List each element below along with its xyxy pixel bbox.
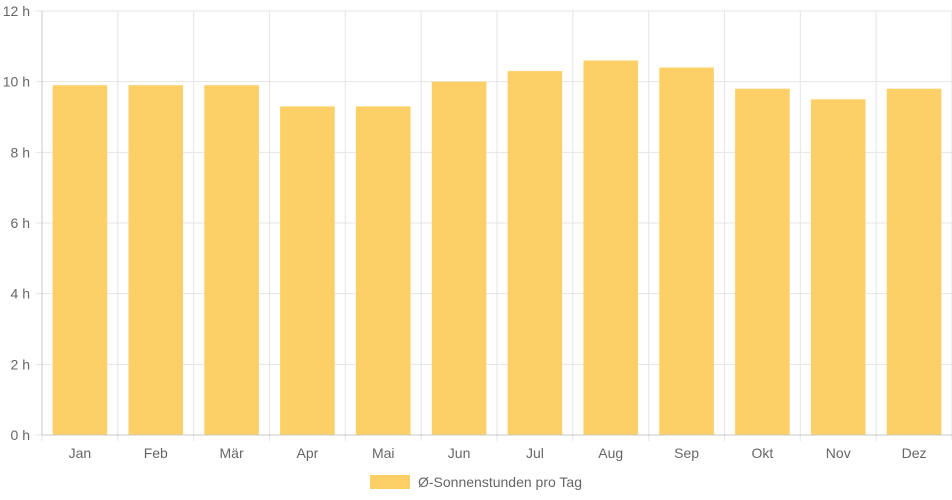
x-tick-label: Sep: [674, 445, 699, 461]
bar: [886, 88, 942, 435]
y-tick-label: 12 h: [3, 3, 30, 19]
bar: [583, 60, 639, 435]
bar: [810, 99, 866, 435]
x-tick-label: Jul: [526, 445, 544, 461]
bar: [280, 106, 335, 436]
bar: [204, 85, 259, 435]
x-axis-ticks: Jan Feb Mär Apr Mai Jun Jul Aug Sep Okt Nov Dez: [69, 445, 927, 461]
bar: [128, 85, 184, 435]
x-tick-label: Mai: [372, 445, 395, 461]
bar-chart: 0 h2 h4 h6 h8 h10 h12 h Jan Feb Mär Apr Mai J…: [3, 3, 952, 461]
bar: [355, 106, 411, 436]
bar: [52, 85, 108, 435]
x-tick-label: Jun: [448, 445, 471, 461]
legend-label[interactable]: Ø-Sonnenstunden pro Tag: [418, 474, 582, 490]
y-tick-label: 6 h: [11, 215, 30, 231]
y-tick-label: 4 h: [11, 286, 30, 302]
bar-group: [52, 60, 942, 436]
legend-swatch[interactable]: [370, 475, 410, 489]
x-tick-label: Jan: [69, 445, 92, 461]
x-tick-label: Dez: [902, 445, 927, 461]
x-tick-label: Mär: [220, 445, 244, 461]
bar: [431, 81, 487, 436]
y-tick-label: 0 h: [11, 427, 30, 443]
legend[interactable]: Ø-Sonnenstunden pro Tag: [0, 470, 952, 494]
y-tick-label: 8 h: [11, 144, 30, 160]
y-tick-label: 2 h: [11, 356, 30, 372]
y-axis-ticks: 0 h 2 h 4 h 6 h 8 h 10 h 12 h: [3, 3, 30, 443]
bar: [735, 88, 790, 435]
y-tick-label: 10 h: [3, 74, 30, 90]
x-tick-label: Okt: [752, 445, 774, 461]
axes: [41, 11, 952, 436]
x-tick-label: Aug: [598, 445, 623, 461]
x-tick-label: Nov: [826, 445, 851, 461]
x-tick-label: Feb: [144, 445, 168, 461]
x-tick-label: Apr: [297, 445, 319, 461]
grid-lines: [36, 10, 952, 441]
bar: [507, 71, 563, 436]
bar: [659, 67, 714, 436]
